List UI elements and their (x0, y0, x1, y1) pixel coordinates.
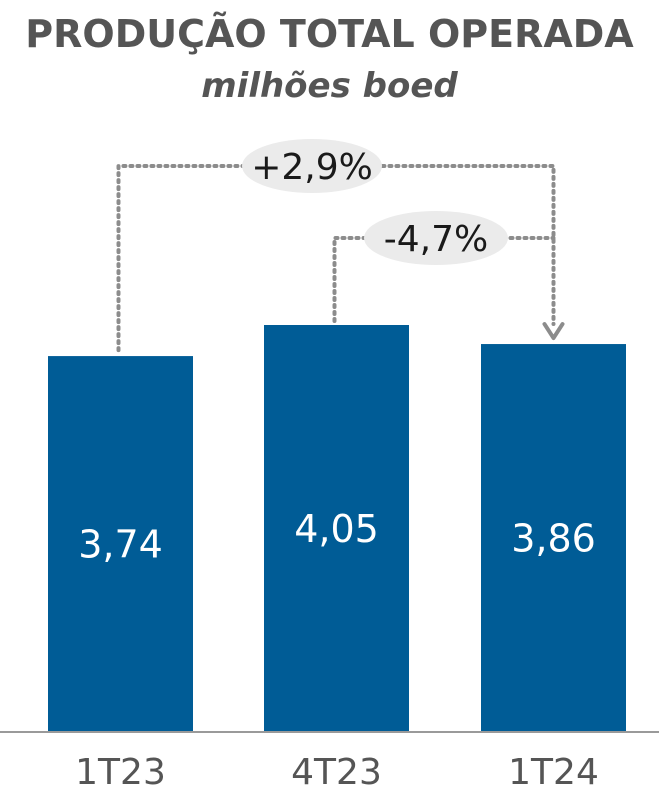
bar-value-label: 4,05 (294, 507, 379, 551)
bar-4t23 (264, 325, 409, 731)
bar-1t24 (481, 344, 626, 731)
bar-value-label: 3,86 (511, 517, 596, 561)
x-tick-label: 1T24 (508, 752, 599, 789)
chart-subtitle: milhões boed (201, 66, 458, 106)
bar-value-label: 3,74 (78, 523, 163, 567)
change-badge-outer (242, 139, 382, 193)
x-tick-label: 4T23 (291, 752, 382, 789)
x-tick-label: 1T23 (75, 752, 166, 789)
arrowhead (542, 322, 565, 341)
change-label-inner: -4,7% (384, 219, 488, 260)
bar-1t23 (48, 356, 193, 731)
chart-title: PRODUÇÃO TOTAL OPERADA (25, 12, 634, 56)
change-label-outer: +2,9% (251, 147, 373, 188)
change-badge-inner (364, 211, 508, 265)
